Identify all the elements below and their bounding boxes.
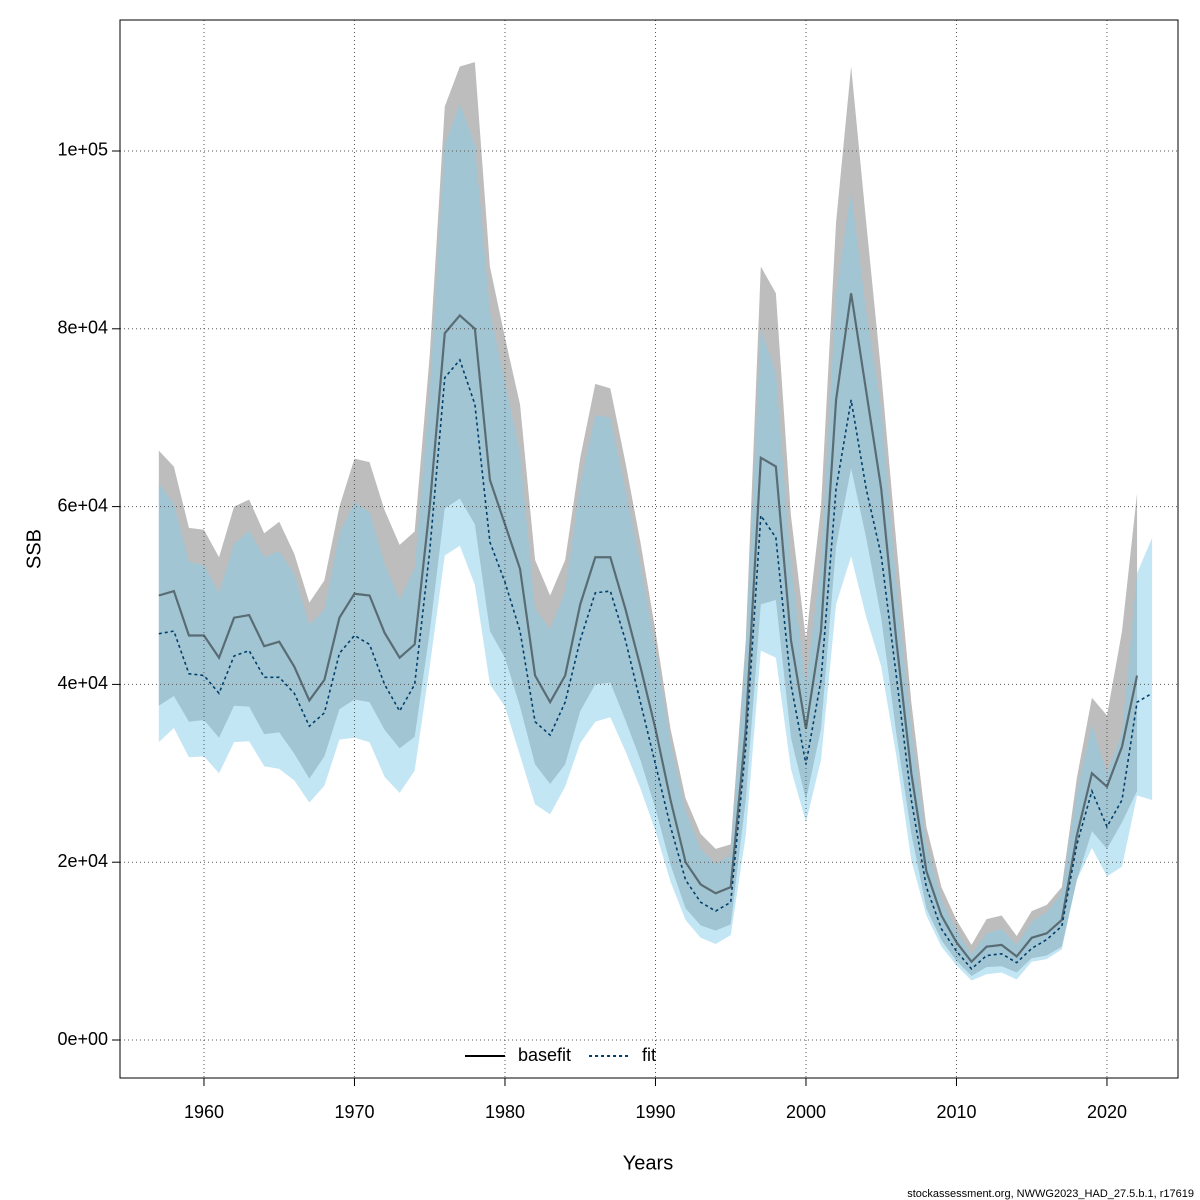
- footer: stockassessment.org, NWWG2023_HAD_27.5.b…: [907, 1188, 1194, 1200]
- y-tick-label: 0e+00: [57, 1029, 108, 1049]
- x-axis-label: Years: [623, 1152, 673, 1174]
- y-tick-label: 2e+04: [57, 851, 108, 871]
- series-line: [158, 293, 1139, 964]
- x-tick-label: 1980: [485, 1102, 525, 1122]
- x-tick-label: 1960: [184, 1102, 224, 1122]
- legend-label: fit: [642, 1045, 656, 1065]
- legend-label: basefit: [518, 1045, 571, 1065]
- y-axis-label: SSB: [23, 529, 45, 569]
- confidence-band: [158, 103, 1153, 981]
- x-tick-label: 1990: [635, 1102, 675, 1122]
- confidence-band: [158, 62, 1138, 976]
- y-tick-label: 1e+05: [57, 140, 108, 160]
- x-tick-label: 2020: [1087, 1102, 1127, 1122]
- x-tick-label: 1970: [334, 1102, 374, 1122]
- x-tick-label: 2010: [936, 1102, 976, 1122]
- x-tick-label: 2000: [786, 1102, 826, 1122]
- y-tick-label: 6e+04: [57, 495, 108, 515]
- y-tick-label: 4e+04: [57, 673, 108, 693]
- y-tick-label: 8e+04: [57, 318, 108, 338]
- plot-frame: [119, 19, 1179, 1079]
